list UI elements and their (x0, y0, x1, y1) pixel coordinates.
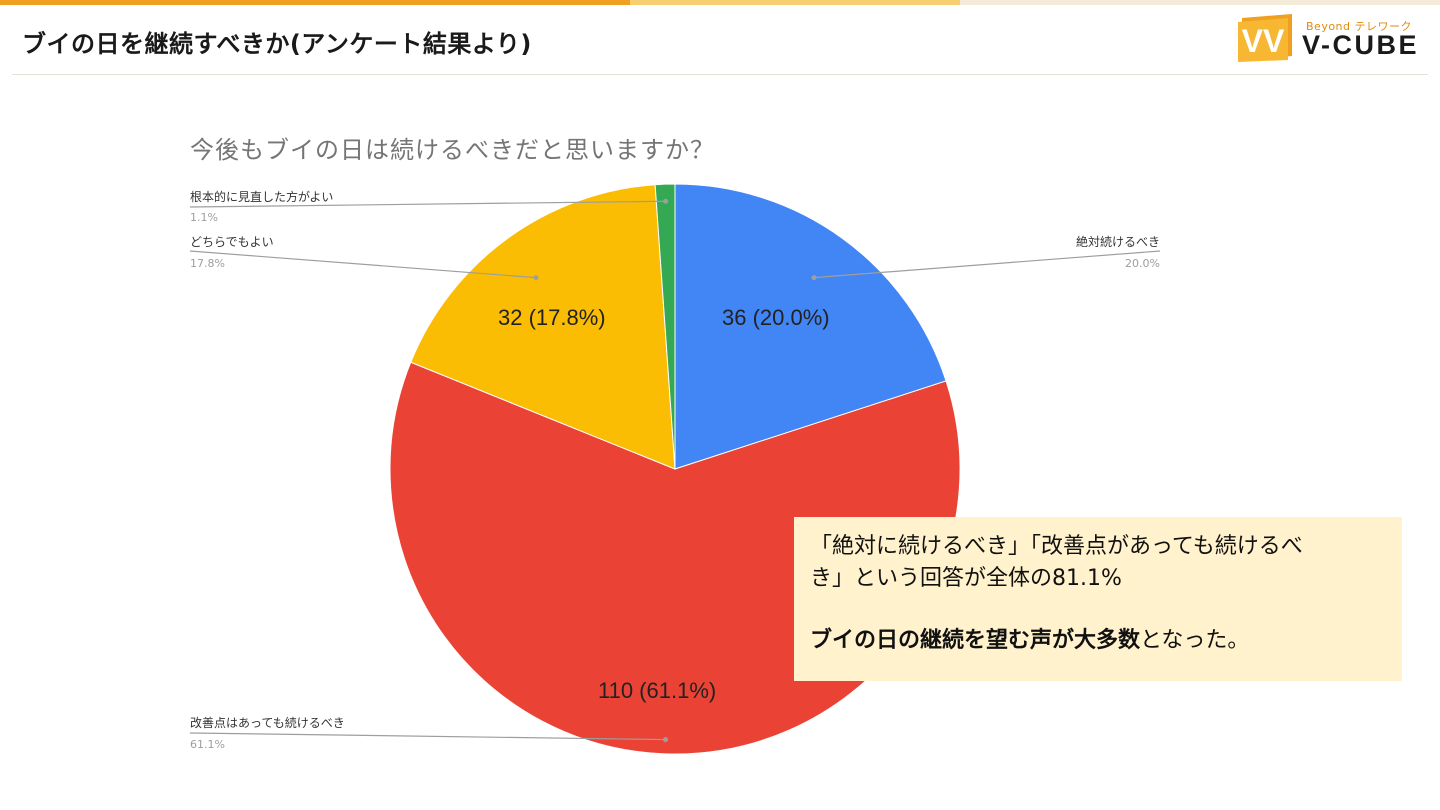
callout-percent: 17.8% (190, 257, 225, 270)
callout-anchor-dot (663, 737, 669, 743)
callout-label: どちらでもよい (190, 235, 274, 249)
summary-callout-box: 「絶対に続けるべき」「改善点があっても続けるべ き」という回答が全体の81.1%… (794, 517, 1402, 681)
callout-percent: 1.1% (190, 211, 218, 224)
callout-anchor-dot (811, 275, 817, 281)
slice-value-label: 36 (20.0%) (722, 305, 830, 330)
callout-percent: 20.0% (1125, 257, 1160, 270)
logo-mark-text: VV (1242, 23, 1285, 59)
callout-leader-line (189, 200, 666, 208)
callout-label: 絶対続けるべき (1075, 235, 1160, 249)
callout-anchor-dot (663, 198, 669, 204)
slice-value-label: 32 (17.8%) (498, 305, 606, 330)
logo-tagline: Beyond テレワーク (1306, 20, 1413, 33)
summary-conclusion-bold: ブイの日の継続を望む声が大多数 (810, 628, 1141, 653)
vcube-logo: VV Beyond テレワーク V-CUBE (1236, 12, 1426, 66)
vv-logo-icon: VV (1238, 14, 1292, 62)
callout-label: 根本的に見直した方がよい (190, 190, 334, 204)
summary-conclusion: ブイの日の継続を望む声が大多数となった。 (810, 625, 1386, 657)
accent-segment (0, 0, 630, 5)
pie-slice (410, 184, 676, 470)
callout-leader-line (189, 250, 537, 279)
callout-leader-line (189, 732, 666, 741)
accent-segment (960, 0, 1440, 5)
accent-segment (630, 0, 960, 5)
summary-line: き」という回答が全体の81.1% (810, 566, 1122, 591)
callout-label: 改善点はあっても続けるべき (190, 716, 345, 730)
slide-title: ブイの日を継続すべきか(アンケート結果より) (22, 30, 532, 58)
pie-slice (654, 183, 676, 470)
callout-percent: 61.1% (190, 738, 225, 751)
slice-value-label: 110 (61.1%) (598, 678, 717, 703)
summary-conclusion-rest: となった。 (1140, 628, 1250, 653)
top-accent-bar (0, 0, 1440, 5)
pie-slice (674, 183, 947, 470)
logo-wordmark: V-CUBE (1302, 30, 1420, 60)
chart-title: 今後もブイの日は続けるべきだと思いますか？ (190, 136, 715, 164)
callout-leader-line (813, 250, 1161, 279)
callout-anchor-dot (533, 275, 539, 281)
summary-line: 「絶対に続けるべき」「改善点があっても続けるべ (810, 534, 1303, 559)
title-divider (12, 74, 1428, 75)
